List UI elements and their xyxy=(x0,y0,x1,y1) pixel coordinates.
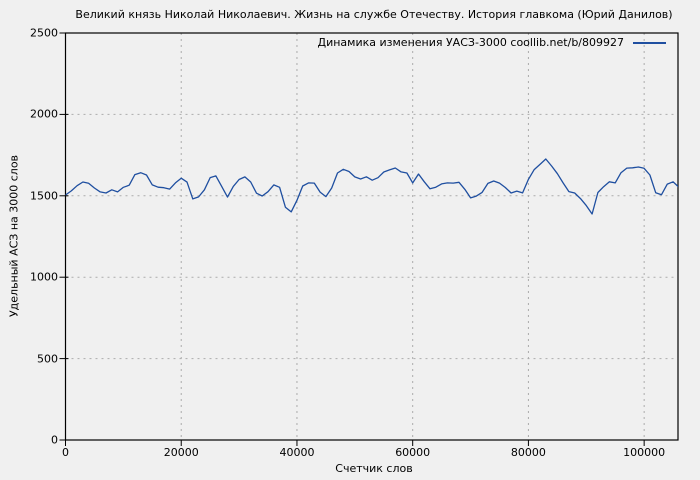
y-tick-label: 2500 xyxy=(30,26,58,40)
x-tick-label: 0 xyxy=(62,446,69,459)
legend-label: Динамика изменения УАСЗ-3000 coollib.net… xyxy=(317,36,625,49)
plot-border xyxy=(64,32,679,441)
y-tick-label: 2000 xyxy=(30,107,58,121)
x-tick-label: 100000 xyxy=(623,446,666,459)
legend: Динамика изменения УАСЗ-3000 coollib.net… xyxy=(317,36,666,50)
x-axis-label: Счетчик слов xyxy=(335,462,413,475)
x-tick-label: 40000 xyxy=(279,446,315,459)
x-tick-label: 80000 xyxy=(510,446,546,459)
data-line xyxy=(65,158,678,215)
legend-line-sample xyxy=(633,42,666,44)
y-tick-label: 500 xyxy=(37,352,58,366)
y-tick-label: 0 xyxy=(51,433,58,447)
chart-title: Великий князь Николай Николаевич. Жизнь … xyxy=(75,8,673,21)
x-tick-label: 60000 xyxy=(395,446,431,459)
x-tick-label: 20000 xyxy=(163,446,199,459)
y-tick-label: 1000 xyxy=(30,270,58,284)
y-axis-label: Удельный АСЗ на 3000 слов xyxy=(7,154,21,318)
y-tick-label: 1500 xyxy=(30,189,58,203)
